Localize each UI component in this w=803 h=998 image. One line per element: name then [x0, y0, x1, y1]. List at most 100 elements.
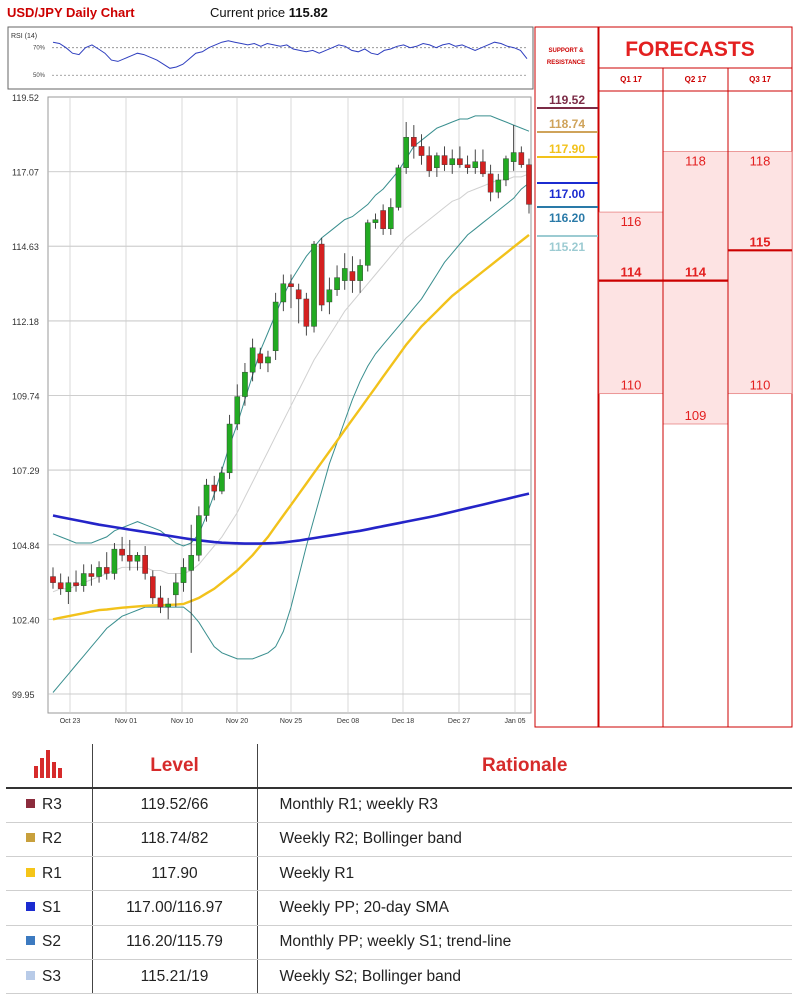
- y-tick-label: 114.63: [12, 242, 39, 252]
- bearish-candle: [50, 576, 56, 583]
- bearish-candle: [518, 152, 525, 165]
- forecast-low-label: 110: [621, 378, 642, 393]
- level-code: R3: [6, 788, 93, 823]
- bearish-candle: [411, 137, 417, 147]
- bearish-candle: [480, 161, 486, 175]
- bullish-candle: [180, 567, 187, 583]
- level-rationale: Monthly R1; weekly R3: [257, 788, 792, 823]
- y-tick-label: 117.07: [12, 168, 39, 178]
- bullish-candle: [364, 222, 371, 266]
- sr-level-label: 117.00: [549, 187, 585, 201]
- chart-title: USD/JPY Daily Chart: [7, 5, 135, 20]
- sr-level-label: 115.21: [549, 240, 585, 254]
- bullish-candle: [395, 167, 402, 208]
- bearish-candle: [457, 158, 463, 165]
- level-rationale: Weekly R2; Bollinger band: [257, 822, 792, 858]
- bearish-candle: [126, 554, 133, 562]
- bearish-candle: [57, 582, 64, 589]
- bullish-candle: [472, 161, 479, 168]
- level-color-swatch: [26, 902, 35, 912]
- support-resistance-title: RESISTANCE: [547, 60, 585, 66]
- bullish-candle: [334, 277, 340, 290]
- bullish-candle: [265, 356, 271, 364]
- levels-row: S3 115.21/19 Weekly S2; Bollinger band: [6, 959, 792, 995]
- sr-level-label: 116.20: [549, 211, 585, 225]
- x-tick-label: Dec 18: [392, 718, 414, 725]
- forecast-high-label: 118: [685, 154, 706, 169]
- current-price: Current price 115.82: [210, 5, 328, 20]
- x-tick-label: Dec 27: [448, 718, 470, 725]
- bullish-candle: [249, 347, 256, 373]
- y-tick-label: 109.74: [12, 391, 40, 401]
- y-tick-label: 102.40: [12, 615, 40, 625]
- level-color-swatch: [26, 867, 35, 877]
- levels-row: R2 118.74/82 Weekly R2; Bollinger band: [6, 822, 792, 858]
- bar-chart-icon: [6, 744, 93, 789]
- bearish-candle: [303, 298, 310, 327]
- bullish-candle: [134, 554, 141, 562]
- level-color-swatch: [26, 970, 35, 980]
- level-code-label: R3: [42, 796, 62, 814]
- x-tick-label: Nov 20: [226, 718, 248, 725]
- bearish-candle: [426, 155, 432, 172]
- level-code-label: R1: [42, 864, 62, 882]
- level-value: 117.90: [92, 856, 258, 892]
- bullish-candle: [111, 548, 118, 574]
- forecast-quarter-label: Q3 17: [749, 75, 771, 84]
- forecast-low-label: 109: [685, 408, 707, 423]
- bearish-candle: [119, 548, 125, 556]
- sr-level-label: 119.52: [549, 93, 585, 107]
- rsi-line: [52, 40, 528, 69]
- bullish-candle: [188, 554, 194, 571]
- bearish-candle: [150, 576, 156, 599]
- levels-row: S2 116.20/115.79 Monthly PP; weekly S1; tr…: [6, 925, 792, 960]
- bullish-candle: [495, 179, 502, 193]
- bearish-candle: [441, 155, 448, 165]
- level-color-swatch: [26, 833, 35, 843]
- rsi-tick-label: 50%: [33, 73, 46, 79]
- forecast-band: [727, 151, 793, 395]
- bearish-candle: [142, 554, 148, 574]
- level-code: S3: [6, 959, 93, 995]
- bullish-candle: [403, 137, 409, 168]
- bullish-candle: [272, 301, 279, 352]
- bullish-candle: [388, 207, 394, 229]
- y-tick-label: 99.95: [12, 690, 35, 700]
- sr-level-label: 117.90: [549, 142, 585, 156]
- level-value: 116.20/115.79: [92, 925, 258, 960]
- forecast-band: [598, 211, 664, 395]
- blue-ma-line: [52, 492, 530, 545]
- yellow-ma-line: [52, 233, 530, 621]
- forecast-quarter-label: Q1 17: [620, 75, 642, 84]
- level-code: R2: [6, 822, 93, 858]
- bullish-candle: [449, 158, 456, 165]
- bullish-candle: [65, 582, 72, 593]
- forecasts-title: FORECASTS: [625, 38, 755, 61]
- forecast-high-label: 116: [621, 214, 642, 229]
- bullish-candle: [341, 268, 348, 281]
- level-code-label: S1: [42, 899, 61, 917]
- bearish-candle: [88, 573, 95, 577]
- forecast-mid-label: 115: [750, 234, 771, 249]
- bearish-candle: [211, 484, 218, 492]
- bullish-candle: [372, 219, 379, 223]
- bearish-candle: [295, 289, 302, 300]
- price-plot-area: [47, 96, 532, 714]
- chart-canvas: RSI (14) 70% 50% 119.52 117.07 114.63 112.18 10…: [7, 26, 793, 728]
- forecast-mid-label: 114: [621, 265, 643, 280]
- y-tick-label: 119.52: [12, 93, 39, 103]
- levels-row: R3 119.52/66 Monthly R1; weekly R3: [6, 788, 792, 823]
- level-rationale: Weekly S2; Bollinger band: [257, 959, 792, 995]
- rsi-tick-label: 70%: [33, 46, 46, 52]
- level-value: 118.74/82: [92, 822, 258, 858]
- level-code: S2: [6, 925, 93, 960]
- level-value: 119.52/66: [92, 788, 258, 823]
- bullish-candle: [196, 515, 202, 556]
- level-code-label: S2: [42, 933, 61, 951]
- support-resistance-title: SUPPORT &: [548, 48, 584, 54]
- level-code: R1: [6, 856, 93, 892]
- level-header: Level: [92, 744, 258, 789]
- level-rationale: Monthly PP; weekly S1; trend-line: [257, 925, 792, 960]
- x-tick-label: Jan 05: [504, 718, 525, 725]
- bearish-candle: [418, 146, 425, 156]
